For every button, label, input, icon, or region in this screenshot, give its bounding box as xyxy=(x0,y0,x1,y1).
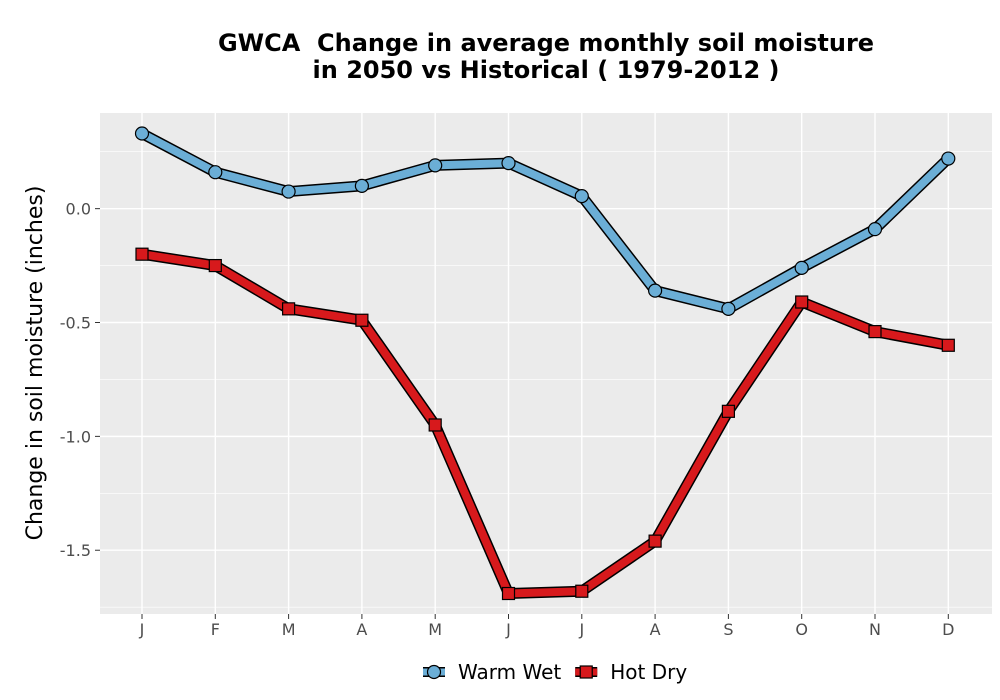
warm-wet-point xyxy=(574,189,589,204)
warm-wet-point xyxy=(134,126,150,141)
hot-dry-legend-key xyxy=(579,665,593,679)
hot-dry-point xyxy=(868,325,882,339)
hot-dry-point xyxy=(575,584,589,598)
y-tick-label: -1.0 xyxy=(60,427,91,446)
chart-title-line-1: GWCA Change in average monthly soil mois… xyxy=(217,29,875,57)
x-tick-label: J xyxy=(578,620,584,639)
warm-wet-point xyxy=(794,260,809,275)
x-tick-label: J xyxy=(139,620,145,639)
y-tick-label: 0.0 xyxy=(66,200,91,219)
warm-wet-point xyxy=(354,178,369,193)
hot-dry-point xyxy=(428,418,442,432)
hot-dry-point xyxy=(208,258,222,273)
warm-wet-point xyxy=(647,283,663,298)
x-tick-label: J xyxy=(505,620,511,639)
warm-wet-point xyxy=(501,156,516,171)
x-tick-label: M xyxy=(428,620,442,639)
hot-dry-point xyxy=(795,295,809,309)
legend: Warm Wet Hot Dry xyxy=(423,660,687,684)
hot-dry-point xyxy=(282,302,296,316)
warm-wet-point xyxy=(208,165,223,180)
hot-dry-point xyxy=(648,534,662,548)
hot-dry-point xyxy=(135,247,149,261)
hot-dry-line xyxy=(138,250,953,598)
warm-wet-line xyxy=(138,129,953,313)
hot-dry-point xyxy=(721,404,736,418)
series-layer xyxy=(134,126,956,601)
x-tick-label: F xyxy=(211,620,220,639)
x-tick-label: O xyxy=(795,620,808,639)
x-tick-label: M xyxy=(282,620,296,639)
y-axis-title: Change in soil moisture (inches) xyxy=(23,186,48,541)
x-tick-label: A xyxy=(650,620,661,639)
axes: 0.0 -0.5 -1.0 -1.5 J F M A M J J A S O N D xyxy=(60,200,955,639)
hot-dry-point xyxy=(355,313,369,327)
y-tick-label: -0.5 xyxy=(60,314,91,333)
x-tick-label: S xyxy=(723,620,733,639)
warm-wet-point xyxy=(941,151,956,166)
warm-wet-legend-label: Warm Wet xyxy=(458,660,561,684)
warm-wet-point xyxy=(721,301,736,316)
hot-dry-legend-label: Hot Dry xyxy=(610,660,687,684)
x-tick-label: N xyxy=(869,620,881,639)
y-tick-label: -1.5 xyxy=(60,541,91,560)
warm-wet-point xyxy=(281,184,296,199)
chart-title-line-2: in 2050 vs Historical ( 1979-2012 ) xyxy=(312,56,780,84)
hot-dry-point xyxy=(501,586,516,601)
warm-wet-point xyxy=(428,158,443,173)
grid-lines xyxy=(100,113,992,614)
x-tick-label: D xyxy=(942,620,954,639)
warm-wet-legend-key xyxy=(426,664,442,680)
chart-title: GWCA Change in average monthly soil mois… xyxy=(100,30,992,84)
hot-dry-point xyxy=(941,338,955,352)
plot-panel xyxy=(100,113,992,614)
warm-wet-point xyxy=(867,222,883,237)
x-tick-label: A xyxy=(356,620,367,639)
